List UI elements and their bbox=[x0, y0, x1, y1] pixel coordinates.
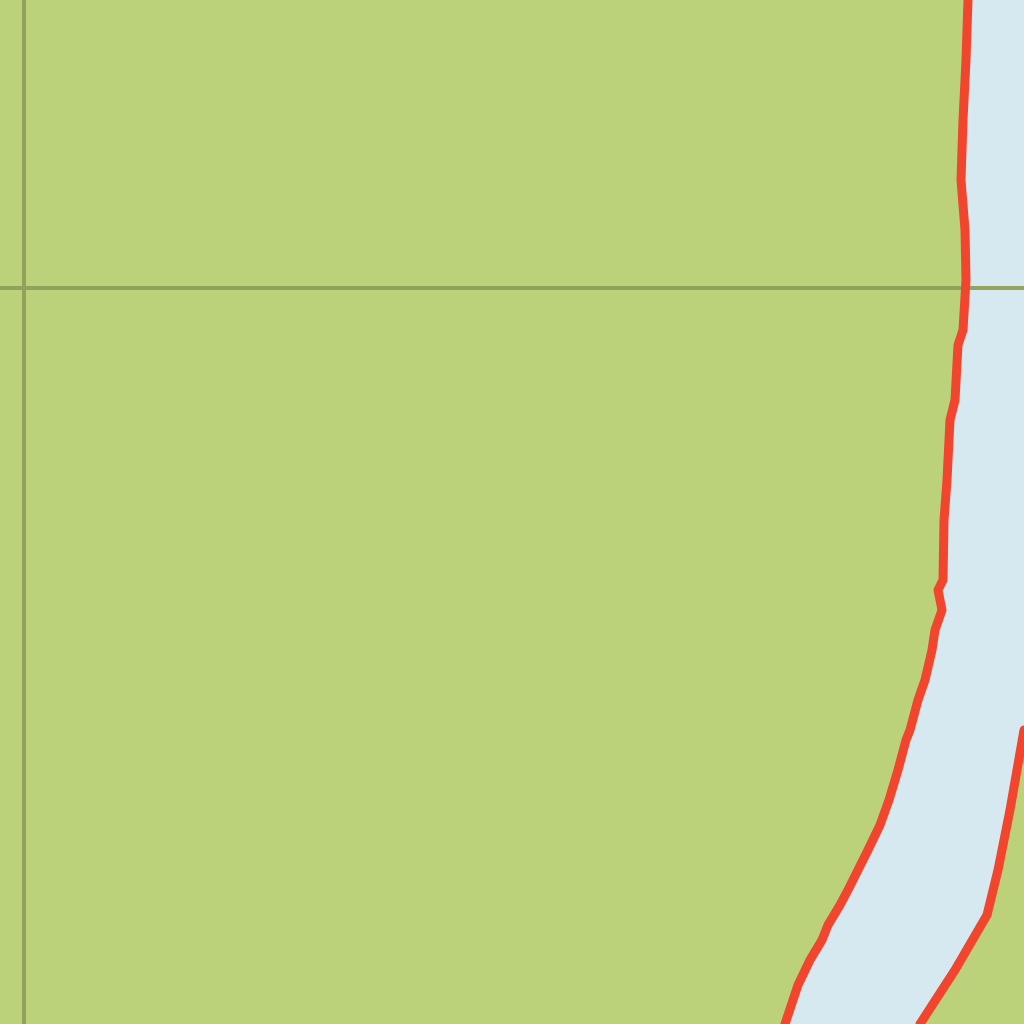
river-water bbox=[785, 0, 1024, 1024]
shoreline-east bbox=[915, 725, 1024, 1024]
river-shoreline bbox=[780, 0, 1024, 1024]
shoreline-west bbox=[780, 0, 973, 1024]
